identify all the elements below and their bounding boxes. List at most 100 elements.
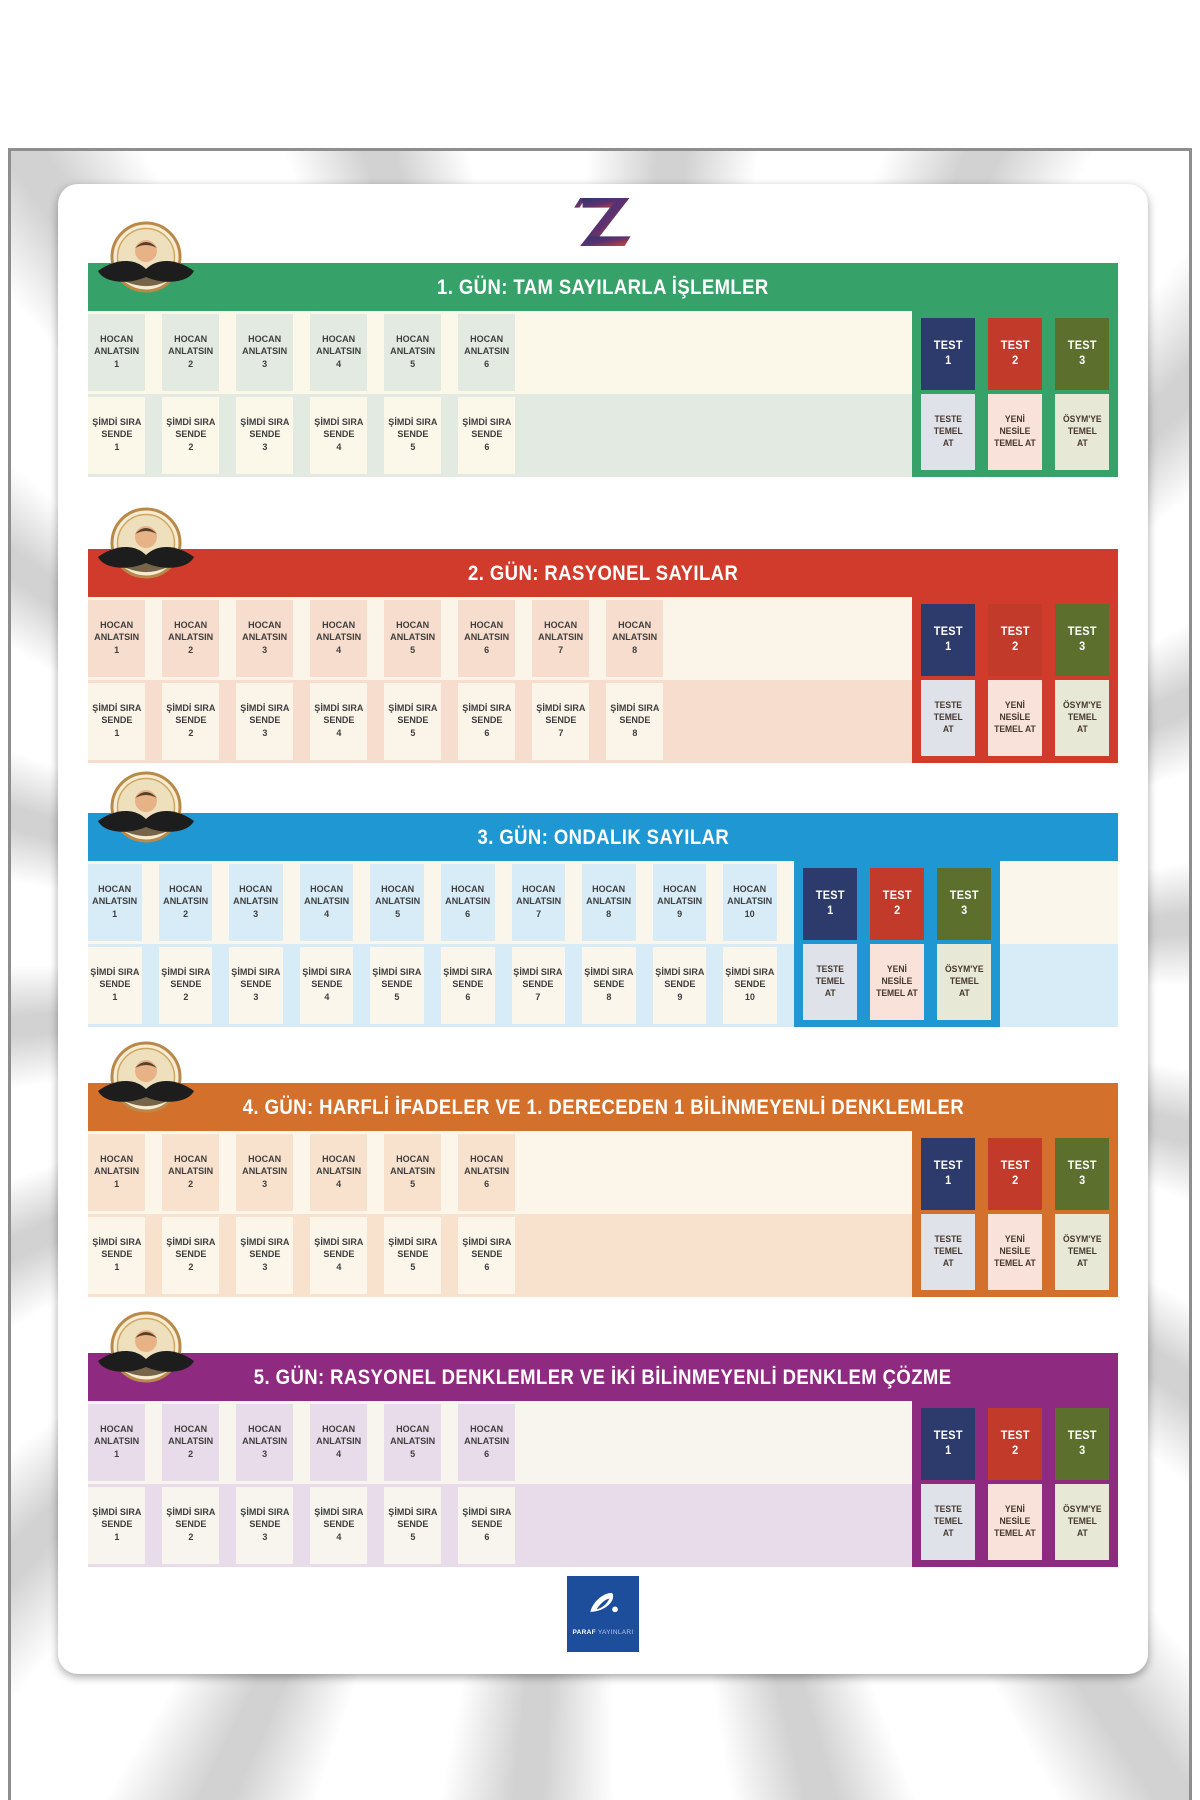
test-label: TEST 2: [882, 889, 912, 917]
simdi-sira-sende-label: ŞİMDİ SIRA SENDE 3: [239, 702, 290, 739]
hocan-anlatsin-cell: HOCAN ANLATSIN 2: [162, 314, 219, 391]
simdi-sira-sende-cell: ŞİMDİ SIRA SENDE 9: [652, 947, 707, 1024]
hocan-anlatsin-cell: HOCAN ANLATSIN 4: [310, 1404, 367, 1481]
hocan-anlatsin-label: HOCAN ANLATSIN 4: [316, 619, 361, 656]
simdi-sira-sende-cell: ŞİMDİ SIRA SENDE 3: [229, 947, 283, 1024]
test-1-box: TEST 1: [803, 868, 857, 940]
simdi-sira-sende-label: ŞİMDİ SIRA SENDE 1: [90, 966, 140, 1003]
simdi-sira-sende-cell: ŞİMDİ SIRA SENDE 3: [236, 1217, 293, 1294]
simdi-sira-sende-cell: ŞİMDİ SIRA SENDE 6: [458, 397, 515, 474]
test-3-box: TEST 3: [937, 868, 991, 940]
hocan-anlatsin-cell: HOCAN ANLATSIN 2: [158, 864, 213, 941]
simdi-sira-sende-label: ŞİMDİ SIRA SENDE 4: [301, 966, 352, 1003]
test-label: TEST 1: [933, 625, 963, 653]
hocan-anlatsin-label: HOCAN ANLATSIN 3: [242, 1153, 287, 1190]
plan-card: 1. GÜN: TAM SAYILARLA İŞLEMLER HOCAN ANLA…: [58, 184, 1148, 1674]
goal-3-box: ÖSYM'YE TEMEL AT: [1055, 1484, 1109, 1560]
hocan-anlatsin-label: HOCAN ANLATSIN 5: [390, 1153, 435, 1190]
simdi-sira-sende-label: ŞİMDİ SIRA SENDE 1: [91, 1506, 142, 1543]
goal-2-box: YENİ NESİLE TEMEL AT: [870, 944, 924, 1020]
goal-label: ÖSYM'YE TEMEL AT: [944, 964, 984, 998]
teach-row: HOCAN ANLATSIN 1 HOCAN ANLATSIN 2 HOCAN AN…: [88, 311, 912, 394]
test-row: TEST 1 TEST 2 TEST 3: [803, 868, 991, 940]
hocan-anlatsin-cell: HOCAN ANLATSIN 4: [299, 864, 354, 941]
simdi-sira-sende-cell: ŞİMDİ SIRA SENDE 8: [582, 947, 636, 1024]
practice-row: ŞİMDİ SIRA SENDE 1 ŞİMDİ SIRA SENDE 2 ŞİMD…: [88, 1484, 912, 1567]
hocan-anlatsin-label: HOCAN ANLATSIN 4: [304, 883, 350, 920]
simdi-sira-sende-cell: ŞİMDİ SIRA SENDE 4: [310, 1217, 367, 1294]
simdi-sira-sende-label: ŞİMDİ SIRA SENDE 2: [165, 416, 216, 453]
hocan-anlatsin-cell: HOCAN ANLATSIN 6: [440, 864, 495, 941]
hocan-anlatsin-label: HOCAN ANLATSIN 10: [727, 883, 773, 920]
goal-3-box: ÖSYM'YE TEMEL AT: [937, 944, 991, 1020]
paraf-swoosh-icon: [581, 1584, 625, 1627]
goal-1-box: TESTE TEMEL AT: [921, 1214, 975, 1290]
simdi-sira-sende-label: ŞİMDİ SIRA SENDE 6: [461, 702, 512, 739]
section-title: 3. GÜN: ONDALIK SAYILAR: [477, 824, 729, 849]
simdi-sira-sende-cell: ŞİMDİ SIRA SENDE 8: [606, 683, 663, 760]
section-body: HOCAN ANLATSIN 1 HOCAN ANLATSIN 2 HOCAN AN…: [88, 597, 1118, 763]
simdi-sira-sende-label: ŞİMDİ SIRA SENDE 4: [313, 1506, 364, 1543]
simdi-sira-sende-cell: ŞİMDİ SIRA SENDE 1: [88, 397, 145, 474]
hocan-anlatsin-label: HOCAN ANLATSIN 5: [390, 333, 435, 370]
goal-2-box: YENİ NESİLE TEMEL AT: [988, 680, 1042, 756]
section-header: 1. GÜN: TAM SAYILARLA İŞLEMLER: [88, 263, 1118, 311]
goal-1-box: TESTE TEMEL AT: [921, 680, 975, 756]
hocan-anlatsin-cell: HOCAN ANLATSIN 1: [88, 1404, 145, 1481]
simdi-sira-sende-label: ŞİMDİ SIRA SENDE 2: [165, 1236, 216, 1273]
test-2-box: TEST 2: [988, 1138, 1042, 1210]
section-title: 5. GÜN: RASYONEL DENKLEMLER VE İKİ BİLİN…: [254, 1364, 952, 1389]
goal-label: TESTE TEMEL AT: [815, 964, 845, 998]
z-brand-logo-icon: [573, 187, 633, 257]
sections: 1. GÜN: TAM SAYILARLA İŞLEMLER HOCAN ANLA…: [88, 184, 1118, 1567]
goal-label: ÖSYM'YE TEMEL AT: [1062, 1504, 1102, 1538]
teacher-badge-icon: [94, 765, 198, 857]
test-label: TEST 1: [815, 889, 845, 917]
hocan-anlatsin-cell: HOCAN ANLATSIN 1: [88, 864, 142, 941]
simdi-sira-sende-cell: ŞİMDİ SIRA SENDE 1: [88, 1487, 145, 1564]
test-panel: TEST 1 TEST 2 TEST 3 TESTE TEMEL AT YENİ NES…: [794, 861, 1000, 1027]
test-row: TEST 1 TEST 2 TEST 3: [921, 318, 1109, 390]
hocan-anlatsin-label: HOCAN ANLATSIN 1: [94, 619, 139, 656]
hocan-anlatsin-label: HOCAN ANLATSIN 2: [162, 883, 208, 920]
lesson-cells: HOCAN ANLATSIN 1 HOCAN ANLATSIN 2 HOCAN AN…: [88, 861, 794, 1027]
simdi-sira-sende-cell: ŞİMDİ SIRA SENDE 3: [236, 1487, 293, 1564]
hocan-anlatsin-label: HOCAN ANLATSIN 4: [316, 1423, 361, 1460]
simdi-sira-sende-label: ŞİMDİ SIRA SENDE 3: [239, 1506, 290, 1543]
hocan-anlatsin-label: HOCAN ANLATSIN 6: [464, 619, 509, 656]
test-3-box: TEST 3: [1055, 1408, 1109, 1480]
simdi-sira-sende-label: ŞİMDİ SIRA SENDE 1: [91, 1236, 142, 1273]
day-section-1: 1. GÜN: TAM SAYILARLA İŞLEMLER HOCAN ANLA…: [88, 221, 1118, 477]
hocan-anlatsin-label: HOCAN ANLATSIN 5: [374, 883, 420, 920]
hocan-anlatsin-cell: HOCAN ANLATSIN 1: [88, 1134, 145, 1211]
hocan-anlatsin-label: HOCAN ANLATSIN 5: [390, 619, 435, 656]
lesson-cells: HOCAN ANLATSIN 1 HOCAN ANLATSIN 2 HOCAN AN…: [88, 1131, 912, 1297]
test-row: TEST 1 TEST 2 TEST 3: [921, 604, 1109, 676]
hocan-anlatsin-cell: HOCAN ANLATSIN 2: [162, 1404, 219, 1481]
section-header: 2. GÜN: RASYONEL SAYILAR: [88, 549, 1118, 597]
simdi-sira-sende-label: ŞİMDİ SIRA SENDE 2: [165, 702, 216, 739]
hocan-anlatsin-cell: HOCAN ANLATSIN 8: [582, 864, 636, 941]
test-label: TEST 3: [1067, 1429, 1097, 1457]
hocan-anlatsin-cell: HOCAN ANLATSIN 4: [310, 600, 367, 677]
test-label: TEST 1: [933, 1159, 963, 1187]
publisher-name-light: YAYINLARI: [597, 1629, 634, 1636]
hocan-anlatsin-cell: HOCAN ANLATSIN 5: [384, 314, 441, 391]
lesson-cells: HOCAN ANLATSIN 1 HOCAN ANLATSIN 2 HOCAN AN…: [88, 311, 912, 477]
teacher-badge-icon: [94, 1035, 198, 1127]
goal-label: ÖSYM'YE TEMEL AT: [1062, 414, 1102, 448]
hocan-anlatsin-cell: HOCAN ANLATSIN 3: [236, 1134, 293, 1211]
simdi-sira-sende-cell: ŞİMDİ SIRA SENDE 2: [162, 683, 219, 760]
goal-3-box: ÖSYM'YE TEMEL AT: [1055, 1214, 1109, 1290]
hocan-anlatsin-label: HOCAN ANLATSIN 6: [464, 1153, 509, 1190]
hocan-anlatsin-label: HOCAN ANLATSIN 3: [242, 333, 287, 370]
simdi-sira-sende-cell: ŞİMDİ SIRA SENDE 10: [723, 947, 777, 1024]
simdi-sira-sende-label: ŞİMDİ SIRA SENDE 6: [443, 966, 493, 1003]
hocan-anlatsin-label: HOCAN ANLATSIN 2: [168, 1423, 213, 1460]
simdi-sira-sende-label: ŞİMDİ SIRA SENDE 4: [313, 702, 364, 739]
simdi-sira-sende-cell: ŞİMDİ SIRA SENDE 6: [458, 1487, 515, 1564]
hocan-anlatsin-label: HOCAN ANLATSIN 6: [464, 333, 509, 370]
simdi-sira-sende-cell: ŞİMDİ SIRA SENDE 1: [88, 1217, 145, 1294]
simdi-sira-sende-label: ŞİMDİ SIRA SENDE 3: [231, 966, 281, 1003]
practice-row: ŞİMDİ SIRA SENDE 1 ŞİMDİ SIRA SENDE 2 ŞİMD…: [88, 394, 912, 477]
